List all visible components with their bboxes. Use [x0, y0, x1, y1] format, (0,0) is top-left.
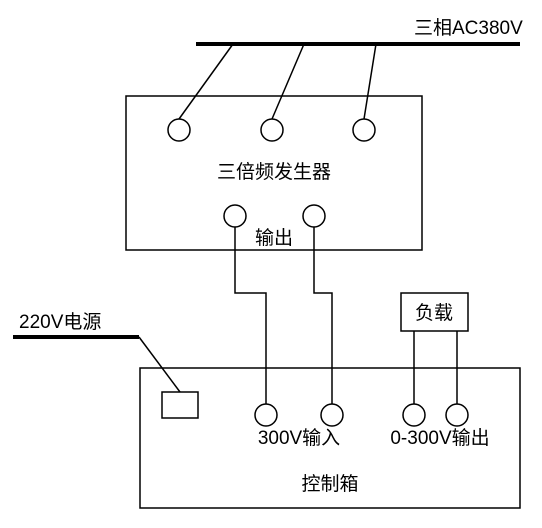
schematic-diagram: 三相AC380V 三倍频发生器输出负载 220V电源 300V输入 0-300V输出控制… [0, 0, 542, 528]
label-output: 输出 [255, 227, 293, 249]
control-terminal-3 [403, 404, 425, 426]
label-load: 负载 [415, 302, 453, 324]
generator-output-terminal-2 [303, 205, 325, 227]
input-line-1 [179, 44, 233, 119]
generator-output-terminal-1 [224, 205, 246, 227]
label-output-0-300: 0-300V输出 [390, 427, 489, 449]
generator-input-terminal-1 [168, 119, 190, 141]
control-terminal-4 [446, 404, 468, 426]
power-socket-box [162, 392, 198, 418]
wire-gen-to-control-left [235, 227, 266, 404]
generator-input-terminal-2 [261, 119, 283, 141]
input-line-3 [364, 44, 376, 119]
generator-input-terminal-3 [353, 119, 375, 141]
label-power-220: 220V电源 [19, 311, 101, 333]
control-terminal-1 [255, 404, 277, 426]
label-generator: 三倍频发生器 [217, 161, 331, 183]
label-control-box: 控制箱 [301, 473, 358, 495]
label-input-300: 300V输入 [258, 427, 340, 449]
label-top-ac: 三相AC380V [414, 17, 523, 39]
wire-gen-to-control-right [314, 227, 332, 404]
control-terminal-2 [321, 404, 343, 426]
input-line-2 [272, 44, 304, 119]
power-220-line [139, 337, 180, 392]
